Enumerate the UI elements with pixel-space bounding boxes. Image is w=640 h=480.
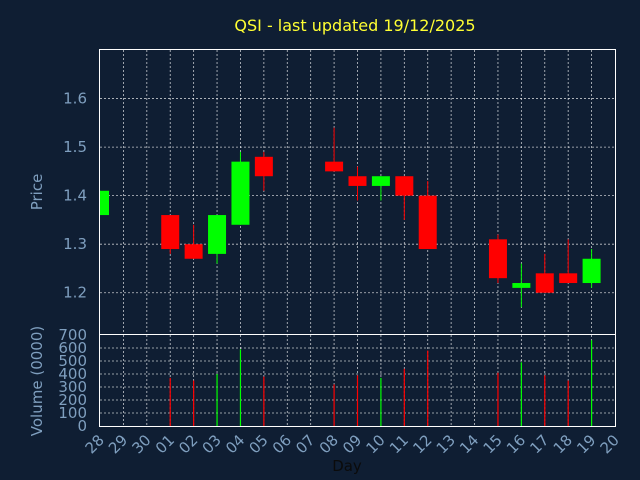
candle-body <box>100 190 109 216</box>
candle-body <box>371 176 390 186</box>
candle-body <box>512 283 531 288</box>
candle-body <box>184 244 203 259</box>
price-y-tick-label: 1.6 <box>63 90 87 108</box>
candle-body <box>254 156 273 177</box>
volume-y-tick-label: 400 <box>58 365 87 383</box>
candle-body <box>488 239 507 279</box>
price-y-tick-label: 1.2 <box>63 284 87 302</box>
volume-y-tick-label: 700 <box>58 326 87 344</box>
volume-bars <box>169 340 593 426</box>
volume-y-tick-label: 100 <box>58 404 87 422</box>
candle-body <box>161 215 180 250</box>
price-y-tick-label: 1.4 <box>63 187 87 205</box>
candle-body <box>208 215 227 254</box>
candle-body <box>418 195 437 250</box>
candle-body <box>231 161 250 225</box>
candle-body <box>535 273 554 293</box>
volume-y-tick-label: 0 <box>77 417 87 435</box>
candle-body <box>348 176 367 186</box>
price-candles <box>99 127 601 308</box>
volume-y-tick-label: 500 <box>58 352 87 370</box>
candle-body <box>325 161 344 172</box>
volume-y-tick-label: 300 <box>58 378 87 396</box>
volume-plot-frame <box>99 334 616 427</box>
price-y-tick-label: 1.5 <box>63 138 87 156</box>
price-axis-label: Price <box>28 174 46 211</box>
price-y-tick-label: 1.3 <box>63 235 87 253</box>
volume-y-tick-label: 200 <box>58 391 87 409</box>
day-x-ticks: 2829300102030405060708091011121314151617… <box>82 431 623 457</box>
candle-body <box>582 258 601 284</box>
candle-body <box>559 273 578 284</box>
volume-axis-label: Volume (0000) <box>28 326 46 436</box>
volume-y-tick-label: 600 <box>58 339 87 357</box>
chart-title: QSI - last updated 19/12/2025 <box>234 16 475 35</box>
candle-body <box>395 176 414 196</box>
price-y-ticks: 1.2 1.3 1.4 1.5 1.6 <box>63 90 87 302</box>
day-axis-label: Day <box>332 457 362 475</box>
